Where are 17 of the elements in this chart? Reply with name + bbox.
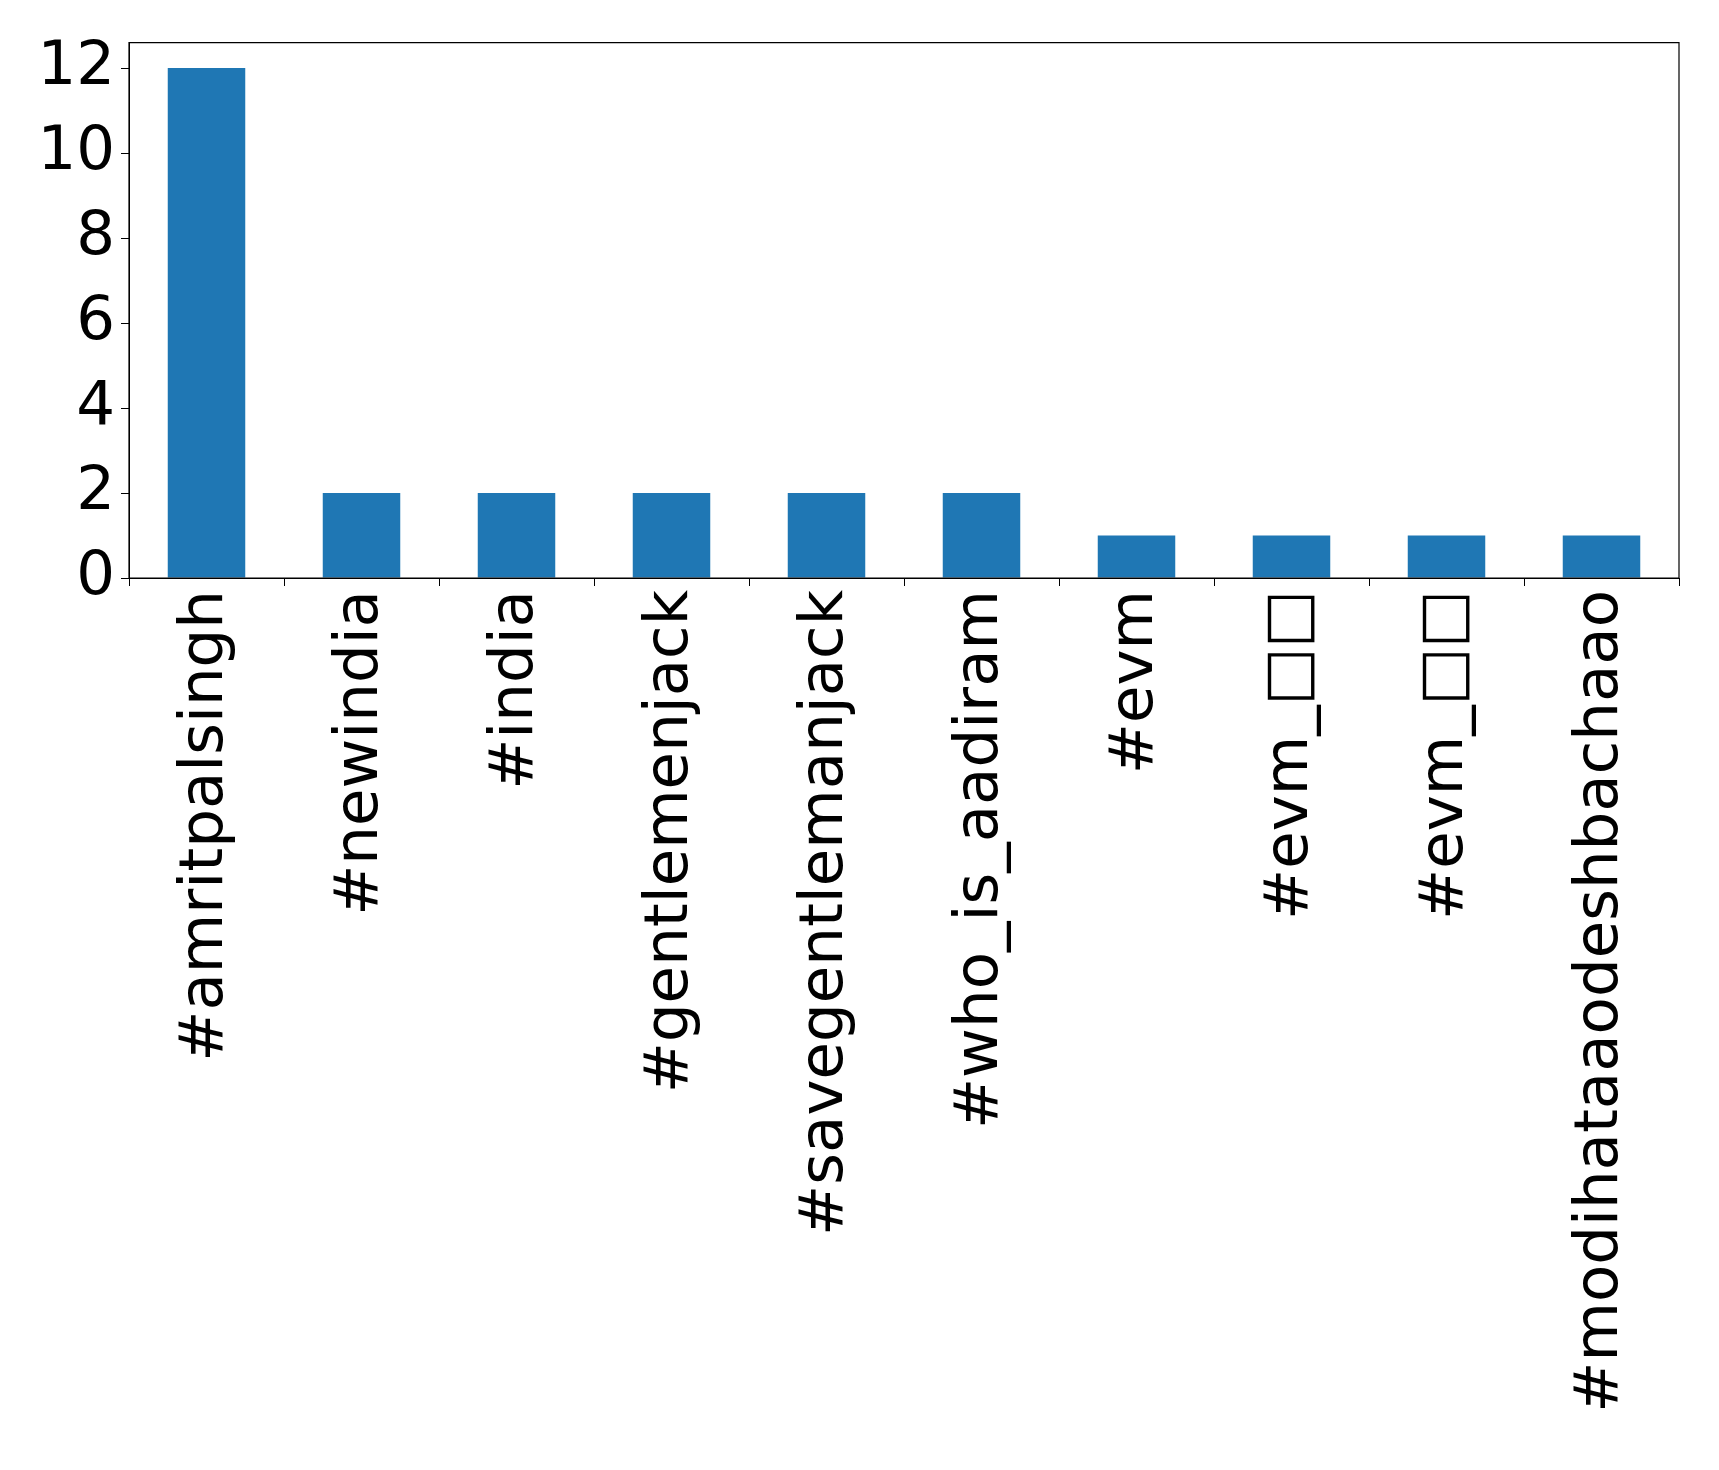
x-tick-label: #amritpalsingh xyxy=(165,590,237,1062)
x-tick-label: #evm xyxy=(1095,590,1167,775)
y-tick-label: 12 xyxy=(37,26,115,98)
x-tick-label: #newindia xyxy=(320,590,392,916)
x-tick-label: #india xyxy=(475,590,547,790)
x-tick-label: #modihataaodeshbachaao xyxy=(1560,590,1632,1413)
x-tick-label: #savegentlemanjack xyxy=(785,589,857,1236)
y-tick-label: 8 xyxy=(76,196,115,268)
y-tick-label: 10 xyxy=(37,111,115,183)
x-tick-label: #who_is_aadiram xyxy=(940,590,1012,1130)
x-tick-label: #gentlemenjack xyxy=(630,589,702,1094)
y-tick-label: 6 xyxy=(76,281,115,353)
y-tick-label: 0 xyxy=(76,536,115,608)
y-tick-label: 2 xyxy=(76,451,115,523)
x-tick-label: #evm_□□ xyxy=(1250,590,1322,920)
y-tick-label: 4 xyxy=(76,366,115,438)
x-tick-label: #evm_□□ xyxy=(1405,590,1477,920)
